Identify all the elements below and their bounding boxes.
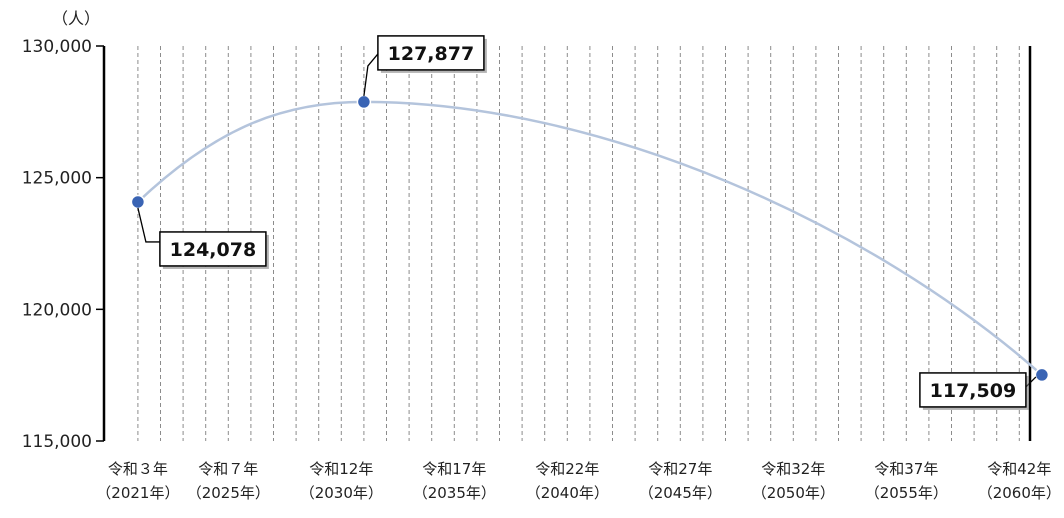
x-tick-label-year: （2021年）	[96, 484, 179, 502]
data-markers	[130, 94, 1050, 383]
x-tick-label-year: （2050年）	[752, 484, 835, 502]
x-tick-label-year: （2055年）	[865, 484, 948, 502]
callout-value: 124,078	[170, 239, 257, 261]
y-tick-label: 130,000	[22, 37, 92, 57]
callout-box	[159, 231, 267, 267]
callout-value: 117,509	[930, 380, 1017, 402]
x-tick-label: 令和12年	[309, 460, 373, 478]
x-tick-label: 令和27年	[648, 460, 712, 478]
y-tick-label: 125,000	[22, 169, 92, 189]
data-callouts: 124,078 127,877 117,509	[137, 35, 1037, 410]
x-tick-label-year: （2045年）	[639, 484, 722, 502]
x-tick-label: 令和７年	[198, 460, 258, 478]
data-point-marker	[356, 94, 372, 110]
vertical-grid-lines	[137, 46, 1020, 441]
x-tick-label-year: （2040年）	[526, 484, 609, 502]
unit-label: （人）	[52, 9, 100, 28]
x-tick-label: 令和42年	[987, 460, 1051, 478]
callout-box	[919, 372, 1027, 408]
callout-value: 127,877	[388, 43, 475, 65]
data-point-marker	[130, 194, 146, 210]
x-tick-label-year: （2025年）	[187, 484, 270, 502]
x-tick-label-year: （2030年）	[300, 484, 383, 502]
x-tick-label: 令和22年	[535, 460, 599, 478]
callout-connector	[363, 53, 379, 96]
callout-box	[377, 35, 485, 71]
x-tick-label: 令和37年	[874, 460, 938, 478]
x-tick-label: 令和32年	[761, 460, 825, 478]
callout-connector	[137, 207, 160, 243]
data-point-marker	[1034, 367, 1050, 383]
x-tick-label: 令和３年	[108, 460, 168, 478]
x-axis-ticks: 令和３年 （2021年） 令和７年 （2025年） 令和12年 （2030年） 令和17年 （…	[96, 460, 1061, 502]
x-tick-label-year: （2035年）	[413, 484, 496, 502]
x-tick-label: 令和17年	[422, 460, 486, 478]
y-tick-label: 115,000	[22, 432, 92, 452]
y-axis-ticks: 130,000 125,000 120,000 115,000	[22, 37, 104, 452]
series-line	[137, 100, 1043, 376]
y-tick-label: 120,000	[22, 300, 92, 320]
x-tick-label-year: （2060年）	[978, 484, 1061, 502]
